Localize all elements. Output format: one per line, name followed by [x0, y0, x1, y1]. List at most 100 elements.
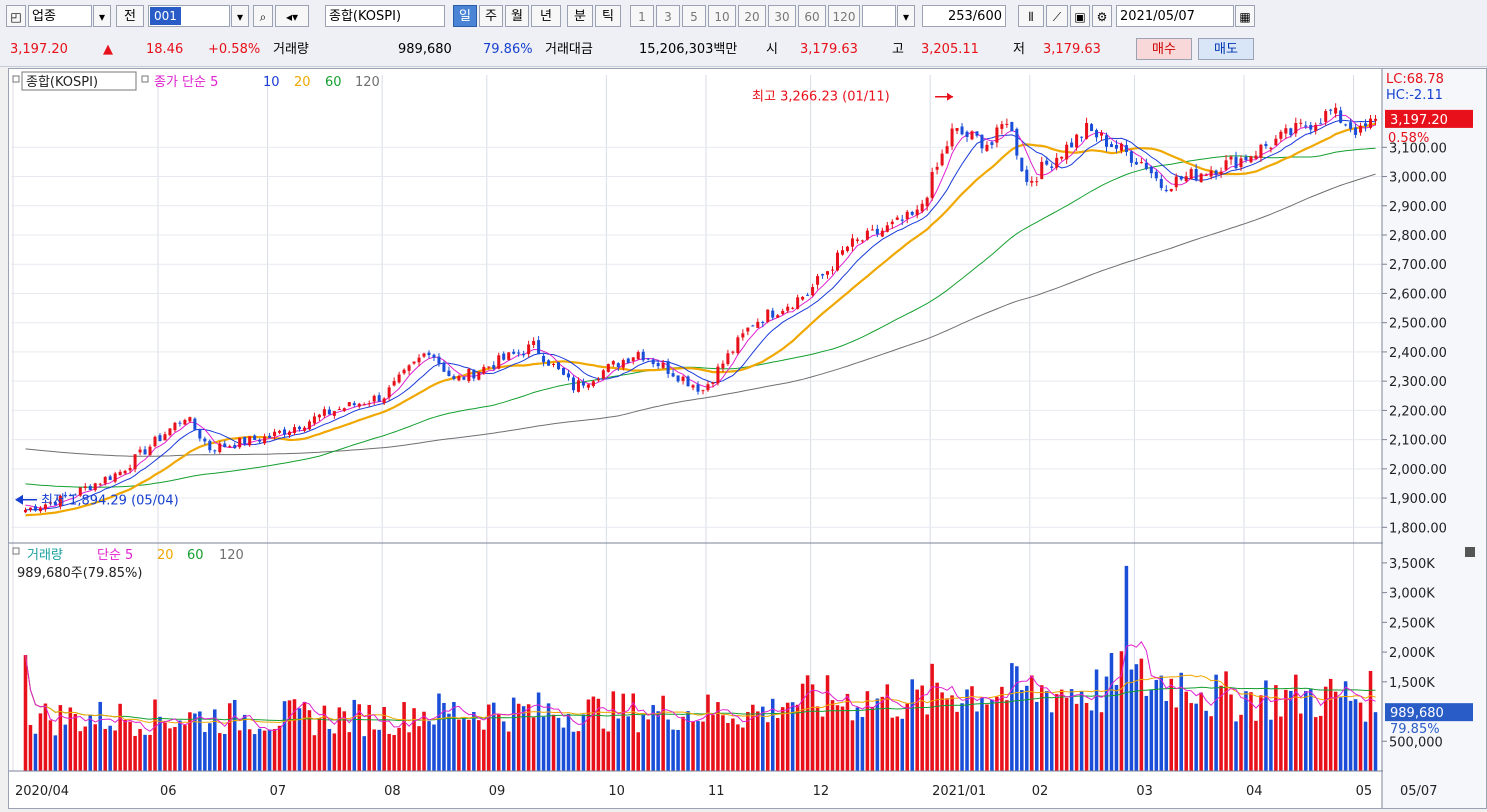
candle-body [641, 351, 645, 361]
high-label: 고 [892, 42, 904, 57]
volume-bar [143, 734, 147, 771]
interval-1-button[interactable]: 1 [630, 5, 654, 27]
volume-bar [372, 729, 376, 771]
volume-bar [257, 728, 262, 771]
candle-body [148, 446, 152, 456]
candle-body [63, 494, 67, 497]
volume-bar [785, 702, 790, 771]
candle-body [940, 153, 944, 166]
candle-body [1219, 171, 1223, 175]
candle-body [910, 211, 914, 215]
volume-bar [1074, 703, 1079, 771]
volume-bar [153, 699, 157, 771]
search-icon[interactable]: ⌕ [253, 5, 273, 27]
interval-dropdown-icon[interactable]: ▾ [897, 5, 915, 27]
open-label: 시 [766, 42, 778, 57]
volume-bar [407, 732, 411, 771]
chart-area[interactable]: 3,100.00 3,000.00 2,900.00 2,800.00 2,700.00… [8, 68, 1487, 809]
candle-settings-icon[interactable]: ⫴ [1018, 5, 1044, 27]
volume-bar [357, 704, 362, 771]
candle-body [816, 276, 820, 285]
x-tick-label: 06 [160, 784, 177, 799]
candle-body [1224, 160, 1228, 170]
candle-body [1269, 147, 1273, 149]
period-day-button[interactable]: 일 [453, 5, 477, 27]
save-icon[interactable]: ▣ [1070, 5, 1090, 27]
market-dropdown-icon[interactable]: ▾ [93, 5, 111, 27]
volume-bar [1373, 712, 1378, 771]
candle-body [288, 431, 292, 436]
volume-axis-label: 3,500K [1389, 557, 1435, 572]
candle-body [1304, 125, 1308, 127]
volume-bar [955, 711, 959, 771]
volume-bar [227, 703, 232, 771]
chart-svg[interactable]: 3,100.00 3,000.00 2,900.00 2,800.00 2,700.00… [9, 69, 1486, 808]
buy-button[interactable]: 매수 [1136, 38, 1192, 60]
interval-10-button[interactable]: 10 [708, 5, 736, 27]
prev-button[interactable]: 전 [116, 5, 144, 27]
volume-bar [835, 705, 840, 771]
date-input[interactable]: 2021/05/07 [1116, 5, 1234, 27]
volume-bar [1308, 689, 1313, 771]
candle-body [1055, 157, 1059, 168]
code-value: 001 [150, 7, 181, 25]
interval-60-button[interactable]: 60 [798, 5, 826, 27]
interval-3-button[interactable]: 3 [656, 5, 680, 27]
market-type-select[interactable]: 업종 [28, 5, 92, 27]
period-tick-button[interactable]: 틱 [595, 5, 621, 27]
volume-bar [113, 730, 117, 771]
period-minute-button[interactable]: 분 [567, 5, 593, 27]
volume-bar [935, 682, 939, 771]
volume-bar [571, 731, 576, 771]
candle-body [631, 357, 635, 361]
candle-body [472, 369, 476, 379]
candle-body [283, 429, 287, 435]
candle-body [417, 357, 421, 363]
interval-5-button[interactable]: 5 [682, 5, 706, 27]
change-pct: +0.58% [208, 42, 261, 57]
period-year-button[interactable]: 년 [531, 5, 561, 27]
volume-bar [1169, 678, 1174, 771]
volume-bar [1224, 671, 1228, 771]
code-dropdown-icon[interactable]: ▾ [231, 5, 249, 27]
volume-bar [38, 713, 43, 771]
period-week-button[interactable]: 주 [479, 5, 503, 27]
code-input[interactable]: 001 [148, 5, 230, 27]
calendar-icon[interactable]: ▦ [1235, 5, 1255, 27]
volume-bar [790, 702, 795, 771]
volume-bar [825, 675, 830, 771]
candle-body [1319, 123, 1323, 125]
candle-body [532, 341, 536, 345]
price-axis-label: 2,700.00 [1389, 258, 1447, 273]
candle-body [666, 361, 670, 374]
volume-bar [920, 685, 924, 771]
volume-bar [437, 693, 441, 771]
volume-bar [232, 699, 237, 771]
candle-body [781, 310, 785, 314]
window-icon[interactable]: ◰ [6, 5, 26, 27]
sell-button[interactable]: 매도 [1198, 38, 1254, 60]
volume-bar [925, 714, 929, 771]
volume-bar [721, 715, 725, 771]
candle-body [53, 502, 57, 506]
period-month-button[interactable]: 월 [505, 5, 529, 27]
candle-body [721, 363, 725, 369]
interval-30-button[interactable]: 30 [768, 5, 796, 27]
interval-20-button[interactable]: 20 [738, 5, 766, 27]
interval-120-button[interactable]: 120 [828, 5, 860, 27]
axes: 3,100.00 3,000.00 2,900.00 2,800.00 2,700.00… [9, 69, 1486, 808]
count-field[interactable]: 253/600 [922, 5, 1006, 27]
gear-icon[interactable]: ⚙ [1092, 5, 1112, 27]
candle-body [1169, 188, 1173, 192]
volume-legend-ma60: 60 [187, 548, 204, 563]
candle-body [377, 395, 381, 402]
candle-body [1159, 179, 1163, 188]
candle-body [297, 426, 301, 430]
volume-bar [477, 720, 481, 771]
volume-bar [1264, 680, 1268, 771]
drawing-tool-icon[interactable]: ⟋ [1046, 5, 1068, 27]
sound-icon[interactable]: ◂▾ [275, 5, 309, 27]
interval-custom-input[interactable] [862, 5, 896, 27]
volume-bar [611, 691, 616, 771]
volume-bar [1214, 674, 1218, 771]
